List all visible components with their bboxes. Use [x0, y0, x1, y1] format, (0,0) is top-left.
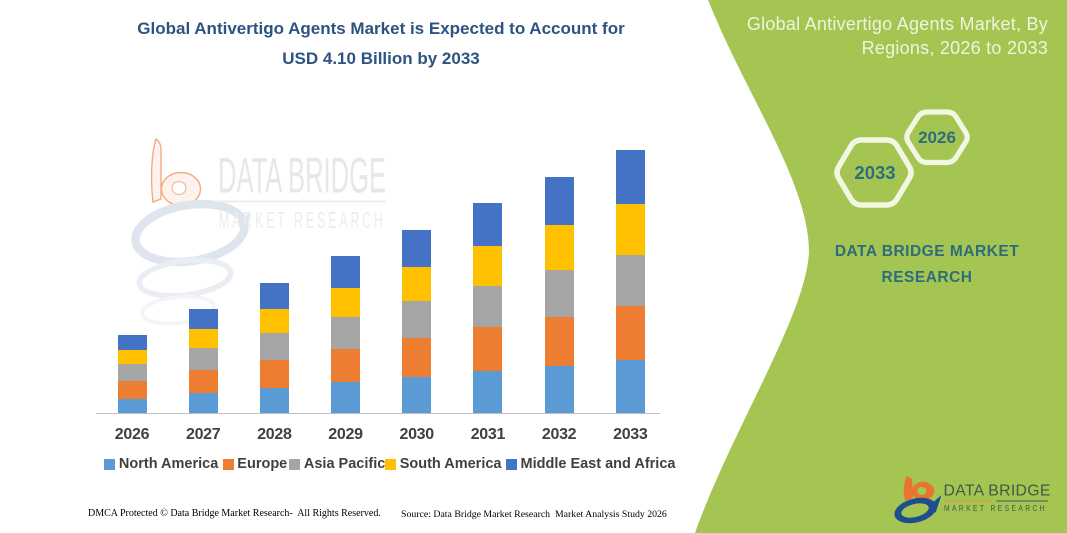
- svg-text:MARKET RESEARCH: MARKET RESEARCH: [944, 503, 1047, 513]
- svg-text:DATA BRIDGE: DATA BRIDGE: [944, 483, 1051, 500]
- svg-text:MARKET RESEARCH: MARKET RESEARCH: [219, 207, 386, 233]
- svg-text:DATA BRIDGE: DATA BRIDGE: [218, 148, 386, 204]
